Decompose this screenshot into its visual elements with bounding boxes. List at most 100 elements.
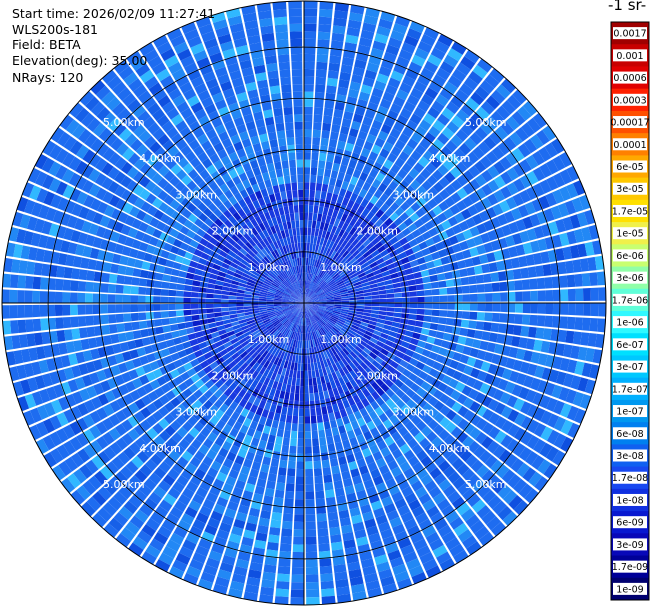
beta-cell <box>306 310 309 318</box>
beta-cell <box>518 446 532 462</box>
beta-cell <box>332 252 340 260</box>
beta-cell <box>533 438 546 454</box>
beta-cell <box>432 205 443 216</box>
beta-cell <box>590 303 599 317</box>
beta-cell <box>153 296 161 303</box>
beta-cell <box>301 310 304 318</box>
beta-cell <box>276 428 284 438</box>
beta-cell <box>446 101 460 115</box>
beta-cell <box>304 297 309 303</box>
beta-cell <box>581 273 591 287</box>
beta-cell <box>355 287 363 292</box>
beta-cell <box>418 370 429 381</box>
beta-cell <box>308 309 313 316</box>
beta-cell <box>526 404 539 418</box>
beta-cell <box>447 295 455 302</box>
beta-cell <box>231 526 244 537</box>
beta-cell <box>333 345 340 354</box>
beta-cell <box>304 431 312 439</box>
ring-label: 5.00km <box>465 116 507 129</box>
beta-cell <box>400 201 410 212</box>
beta-cell <box>236 292 245 297</box>
beta-cell <box>387 152 398 163</box>
beta-cell <box>365 404 374 414</box>
beta-cell <box>326 405 334 414</box>
beta-cell <box>311 220 317 229</box>
beta-cell <box>398 49 413 61</box>
beta-cell <box>422 499 436 512</box>
beta-cell <box>402 354 412 363</box>
beta-cell <box>313 205 319 214</box>
beta-cell <box>123 322 133 332</box>
beta-cell <box>353 410 363 420</box>
beta-cell <box>508 347 519 359</box>
beta-cell <box>480 197 492 210</box>
beta-cell <box>308 291 314 298</box>
beta-cell <box>433 338 443 347</box>
beta-cell <box>371 360 381 369</box>
beta-cell <box>481 395 493 408</box>
beta-cell <box>330 284 338 290</box>
beta-cell <box>132 268 142 277</box>
beta-cell <box>452 476 466 490</box>
beta-cell <box>316 290 324 296</box>
beta-cell <box>301 310 303 318</box>
beta-cell <box>481 331 491 341</box>
beta-cell <box>336 320 345 326</box>
device-name: WLS200s-181 <box>12 22 98 37</box>
beta-cell <box>511 147 525 162</box>
beta-cell <box>296 461 304 470</box>
beta-cell <box>445 537 461 551</box>
beta-cell <box>408 61 423 74</box>
beta-cell <box>309 292 316 299</box>
beta-cell <box>326 77 338 87</box>
beta-cell <box>334 304 342 307</box>
beta-cell <box>313 323 318 331</box>
beta-cell <box>411 54 426 67</box>
beta-cell <box>363 414 372 424</box>
beta-cell <box>190 292 199 298</box>
beta-cell <box>430 251 441 261</box>
beta-cell <box>310 296 318 300</box>
beta-cell <box>207 317 216 324</box>
beta-cell <box>343 539 356 549</box>
beta-cell <box>366 355 375 364</box>
beta-cell <box>389 202 400 212</box>
beta-cell <box>324 290 333 295</box>
beta-cell <box>393 63 407 75</box>
beta-cell <box>356 305 365 309</box>
beta-cell <box>291 69 303 77</box>
beta-cell <box>339 517 352 527</box>
beta-cell <box>299 212 304 221</box>
beta-cell <box>304 401 310 409</box>
beta-cell <box>304 303 309 310</box>
beta-cell <box>456 431 469 444</box>
beta-cell <box>463 422 475 435</box>
beta-cell <box>328 412 336 421</box>
beta-cell <box>378 261 387 269</box>
beta-cell <box>404 330 414 338</box>
beta-cell <box>266 480 276 490</box>
beta-cell <box>292 331 297 340</box>
beta-cell <box>552 234 563 248</box>
beta-cell <box>343 478 353 488</box>
beta-cell <box>304 297 310 303</box>
beta-cell <box>341 358 349 366</box>
beta-cell <box>533 226 545 239</box>
beta-cell <box>338 368 346 377</box>
beta-cell <box>304 106 313 115</box>
beta-cell <box>351 238 360 247</box>
beta-cell <box>368 185 378 195</box>
beta-cell <box>531 455 545 470</box>
beta-cell <box>398 275 408 282</box>
beta-cell <box>486 252 496 263</box>
beta-cell <box>463 365 474 376</box>
beta-cell <box>322 238 328 247</box>
beta-cell <box>301 303 304 311</box>
ring-label: 1.00km <box>248 333 290 346</box>
beta-cell <box>393 355 403 364</box>
beta-cell <box>325 350 332 358</box>
beta-cell <box>292 339 297 348</box>
beta-cell <box>307 265 310 274</box>
beta-cell <box>318 353 323 362</box>
